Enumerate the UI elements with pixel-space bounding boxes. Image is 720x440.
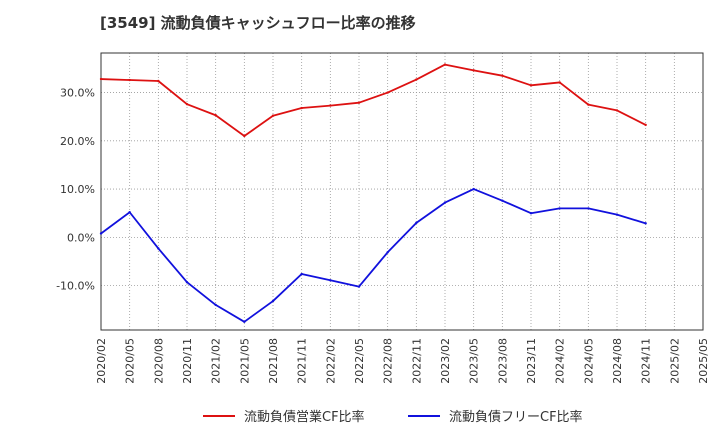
x-tick-label: 2024/11	[640, 338, 653, 384]
chart-title: [3549] 流動負債キャッシュフロー比率の推移	[100, 14, 416, 32]
data-point	[300, 272, 303, 276]
legend-label: 流動負債営業CF比率	[244, 409, 365, 425]
data-point	[329, 104, 332, 107]
x-tick-label: 2023/11	[525, 338, 538, 384]
data-point	[529, 212, 533, 215]
data-point	[99, 232, 103, 235]
x-tick-label: 2020/08	[152, 338, 165, 384]
x-tick-label: 2022/02	[324, 338, 337, 384]
x-tick-label: 2021/02	[210, 338, 223, 384]
data-point	[185, 102, 189, 106]
x-tick-label: 2022/08	[382, 338, 395, 384]
data-point	[386, 91, 389, 94]
data-point	[587, 207, 590, 210]
data-point	[415, 78, 418, 81]
data-point	[128, 211, 131, 214]
data-point	[472, 187, 475, 191]
y-tick-label: 30.0%	[60, 87, 95, 100]
x-tick-label: 2021/08	[267, 338, 280, 384]
data-point	[558, 81, 561, 84]
data-point	[443, 201, 447, 204]
data-point	[443, 63, 447, 66]
x-tick-label: 2021/11	[296, 338, 309, 384]
y-tick-label: 0.0%	[67, 231, 95, 244]
y-tick-label: 20.0%	[60, 135, 95, 148]
x-tick-label: 2023/05	[468, 338, 481, 384]
data-point	[271, 299, 275, 303]
data-point	[501, 199, 504, 202]
data-point	[472, 69, 475, 72]
data-point	[529, 84, 533, 87]
y-tick-label: 10.0%	[60, 183, 95, 196]
x-tick-label: 2024/02	[554, 338, 567, 384]
data-point	[415, 221, 418, 225]
x-tick-label: 2023/02	[439, 338, 452, 384]
series-line-1	[100, 63, 647, 137]
data-point	[157, 247, 160, 250]
data-point	[644, 222, 647, 225]
data-point	[501, 74, 504, 77]
y-tick-label: -10.0%	[56, 280, 95, 293]
x-tick-label: 2025/02	[668, 338, 681, 384]
data-point	[357, 285, 361, 288]
x-tick-label: 2024/05	[582, 338, 595, 384]
data-point	[99, 77, 103, 81]
data-point	[214, 114, 217, 117]
data-point	[300, 106, 303, 110]
x-tick-label: 2025/05	[697, 338, 710, 384]
legend-label: 流動負債フリーCF比率	[449, 409, 583, 425]
data-point	[644, 123, 647, 127]
data-point	[357, 101, 361, 104]
series-line-2	[100, 188, 646, 323]
data-point	[329, 279, 332, 282]
data-point	[386, 251, 389, 254]
data-point	[615, 109, 619, 112]
data-point	[587, 103, 590, 106]
data-point	[271, 114, 275, 117]
plot-border	[100, 52, 704, 331]
x-tick-label: 2020/11	[181, 338, 194, 384]
x-tick-label: 2020/05	[124, 338, 137, 384]
data-point	[214, 303, 217, 307]
x-tick-label: 2022/11	[410, 338, 423, 384]
x-tick-label: 2024/08	[611, 338, 624, 384]
data-point	[128, 78, 131, 82]
data-point	[185, 281, 189, 284]
data-point	[615, 213, 619, 216]
data-point	[243, 134, 246, 138]
data-point	[157, 79, 160, 83]
data-point	[558, 207, 561, 210]
data-point	[243, 320, 246, 323]
plot-area	[101, 53, 703, 330]
x-tick-label: 2021/05	[238, 338, 251, 384]
x-tick-label: 2020/02	[95, 338, 108, 384]
x-tick-label: 2023/08	[496, 338, 509, 384]
x-tick-label: 2022/05	[353, 338, 366, 384]
